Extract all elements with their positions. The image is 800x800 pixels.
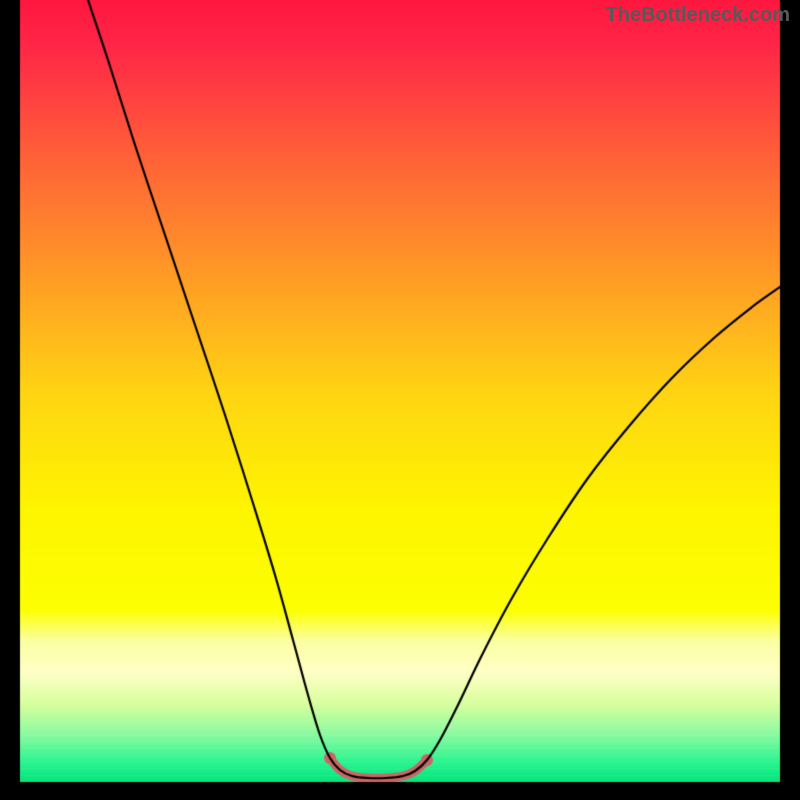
bottleneck-chart-canvas	[0, 0, 800, 800]
chart-stage: TheBottleneck.com	[0, 0, 800, 800]
